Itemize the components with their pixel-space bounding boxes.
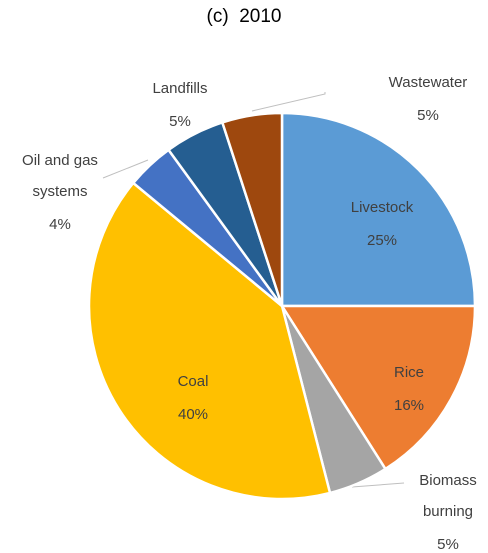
value-label: 40% — [177, 406, 209, 423]
value-label: 16% — [393, 397, 425, 414]
value-label: 25% — [366, 232, 398, 249]
slice-label: Rice — [393, 364, 424, 381]
chart-title: (c) 2010 — [206, 6, 282, 27]
value-label: 4% — [49, 216, 71, 233]
pie-slice — [280, 111, 477, 308]
slice-label: Biomass burning — [419, 472, 477, 520]
value-label: 5% — [437, 536, 459, 553]
pie-slice — [220, 111, 284, 307]
value-label: 5% — [169, 113, 191, 130]
leader-line — [102, 159, 149, 179]
slice-label: Wastewater — [388, 74, 468, 91]
value-label: 5% — [417, 107, 439, 124]
slice-label: Oil and gas systems — [22, 152, 98, 200]
pie-slice — [87, 181, 332, 501]
slice-label: Coal — [177, 373, 209, 390]
pie-slice — [279, 304, 477, 471]
slice-label: Livestock — [350, 199, 414, 216]
leader-line — [251, 92, 326, 112]
slice-label: Landfills — [152, 80, 208, 97]
leader-line — [351, 482, 405, 488]
